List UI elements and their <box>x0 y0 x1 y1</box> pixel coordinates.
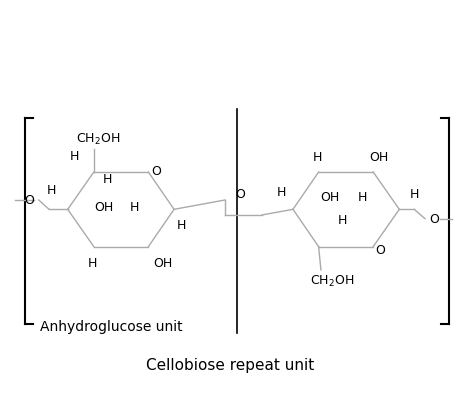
Text: Anhydroglucose unit: Anhydroglucose unit <box>40 319 182 333</box>
Text: H: H <box>88 256 98 269</box>
Text: O: O <box>429 213 439 226</box>
Text: O: O <box>375 243 385 256</box>
Text: H: H <box>103 172 112 186</box>
Text: OH: OH <box>94 201 114 214</box>
Text: H: H <box>337 214 346 227</box>
Text: OH: OH <box>154 256 173 269</box>
Text: O: O <box>235 188 245 201</box>
Text: H: H <box>130 201 139 214</box>
Text: H: H <box>277 186 286 198</box>
Text: OH: OH <box>320 190 340 203</box>
Text: H: H <box>313 151 322 164</box>
Text: O: O <box>151 165 161 178</box>
Text: H: H <box>410 187 419 200</box>
Text: O: O <box>25 194 35 207</box>
Text: H: H <box>176 218 186 231</box>
Text: Cellobiose repeat unit: Cellobiose repeat unit <box>146 357 314 372</box>
Text: H: H <box>357 190 367 203</box>
Text: CH$_2$OH: CH$_2$OH <box>76 132 120 147</box>
Text: H: H <box>46 184 56 197</box>
Text: H: H <box>70 150 79 163</box>
Text: CH$_2$OH: CH$_2$OH <box>310 273 354 288</box>
Text: OH: OH <box>369 151 388 164</box>
